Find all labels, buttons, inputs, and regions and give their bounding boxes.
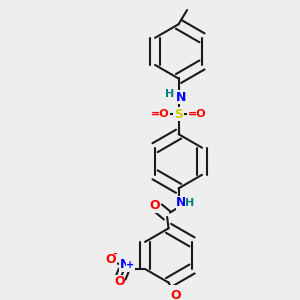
Text: O: O xyxy=(114,275,125,288)
Text: H: H xyxy=(165,89,175,99)
Text: N: N xyxy=(176,91,187,103)
Text: O: O xyxy=(149,199,160,212)
Text: N: N xyxy=(120,258,130,271)
Text: =O: =O xyxy=(188,109,206,119)
Text: -: - xyxy=(112,248,117,258)
Text: N: N xyxy=(176,196,187,209)
Text: S: S xyxy=(174,108,183,121)
Text: O: O xyxy=(106,253,116,266)
Text: O: O xyxy=(170,289,181,300)
Text: H: H xyxy=(185,198,195,208)
Text: +: + xyxy=(126,260,134,270)
Text: =O: =O xyxy=(151,109,169,119)
